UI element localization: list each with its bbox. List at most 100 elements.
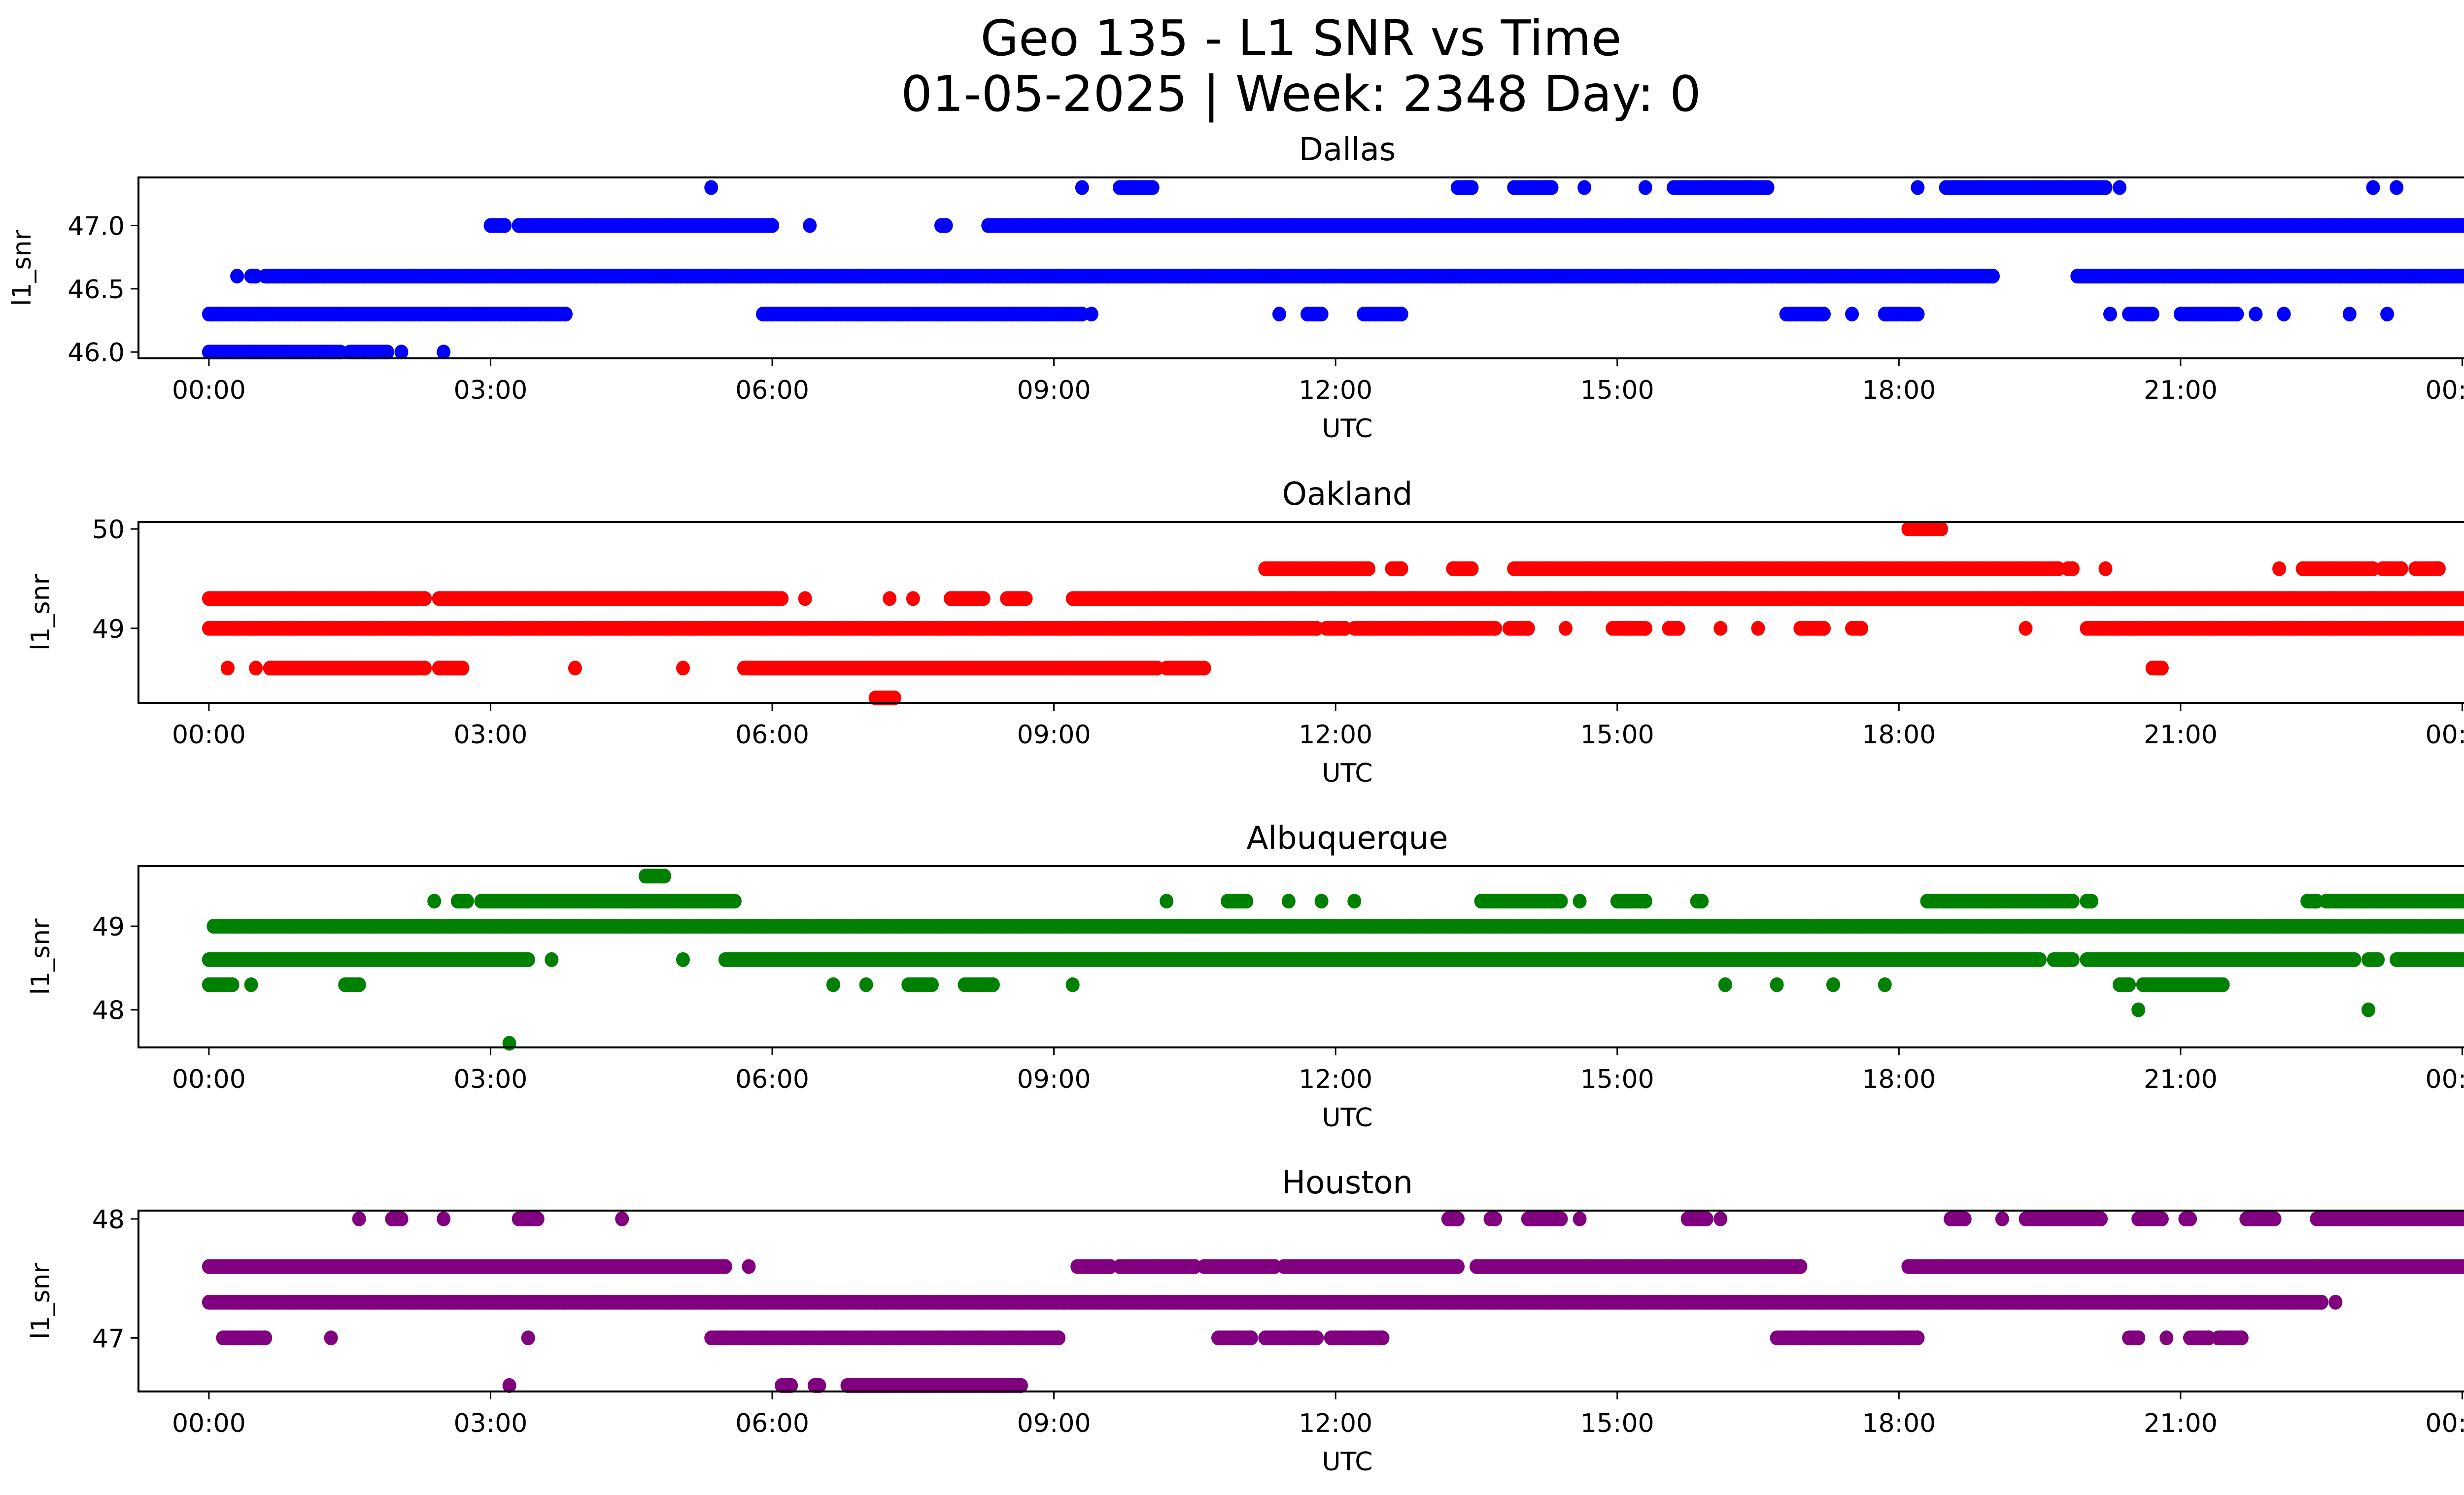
data-point	[2431, 561, 2446, 576]
data-point	[418, 591, 432, 606]
data-point	[1573, 894, 1587, 909]
data-point	[1559, 621, 1573, 636]
data-point	[418, 661, 432, 676]
y-axis-label: l1_snr	[7, 229, 37, 306]
data-point	[1713, 621, 1728, 636]
data-point	[2145, 307, 2159, 322]
data-point	[765, 218, 779, 233]
data-point	[803, 218, 817, 233]
x-tick-label: 00:00	[172, 720, 246, 750]
data-point	[1521, 621, 1535, 636]
data-point	[230, 269, 244, 284]
x-tick-label: 18:00	[1862, 376, 1936, 405]
data-point	[1197, 661, 1211, 676]
data-point	[1845, 307, 1859, 322]
data-point	[2098, 561, 2113, 576]
data-point	[2155, 661, 2169, 676]
data-point	[704, 180, 719, 195]
data-point	[883, 591, 897, 606]
data-point	[1239, 894, 1254, 909]
data-point	[2277, 307, 2291, 322]
x-axis-label: UTC	[1322, 759, 1372, 788]
data-point	[1911, 307, 1925, 322]
x-tick-label: 21:00	[2144, 720, 2218, 750]
scatter-points	[202, 180, 2464, 360]
data-point	[427, 894, 442, 909]
data-point	[2342, 307, 2357, 322]
data-point	[1638, 180, 1652, 195]
x-tick-label: 03:00	[454, 376, 528, 405]
y-tick-label: 46.5	[68, 275, 125, 305]
y-tick-label: 46.0	[68, 338, 125, 368]
data-point	[1638, 894, 1652, 909]
x-tick-label: 00:00	[2426, 720, 2464, 750]
y-tick-label: 50	[92, 515, 125, 545]
data-point	[2065, 561, 2080, 576]
data-point	[1361, 561, 1375, 576]
data-point	[798, 591, 812, 606]
data-point	[657, 869, 671, 884]
x-tick-label: 09:00	[1017, 720, 1091, 750]
data-point	[1019, 591, 1033, 606]
data-point	[2455, 218, 2464, 233]
data-point	[2098, 180, 2113, 195]
data-point	[221, 661, 235, 676]
data-point	[976, 591, 991, 606]
x-tick-label: 21:00	[2144, 376, 2218, 405]
data-point	[1145, 180, 1160, 195]
data-point	[2230, 307, 2244, 322]
data-point	[2113, 180, 2127, 195]
data-point	[1075, 180, 1089, 195]
data-point	[906, 591, 920, 606]
data-point	[1751, 621, 1765, 636]
data-point	[558, 307, 573, 322]
x-axis-label: UTC	[1322, 414, 1372, 444]
data-point	[460, 894, 474, 909]
data-point	[437, 345, 451, 360]
data-point	[775, 591, 789, 606]
y-axis-label: l1_snr	[26, 574, 56, 651]
x-tick-label: 06:00	[735, 720, 809, 750]
data-point	[2390, 180, 2404, 195]
data-point	[498, 218, 512, 233]
data-point	[1084, 307, 1098, 322]
data-point	[1816, 621, 1831, 636]
data-point	[2019, 621, 2033, 636]
panel-title: Albuquerque	[1246, 820, 1448, 857]
x-tick-label: 06:00	[735, 376, 809, 405]
data-point	[249, 661, 263, 676]
data-point	[394, 345, 409, 360]
data-point	[1760, 180, 1775, 195]
x-tick-label: 12:00	[1299, 376, 1372, 405]
x-tick-label: 09:00	[1017, 376, 1091, 405]
data-point	[727, 894, 742, 909]
data-point	[1347, 894, 1362, 909]
data-point	[1671, 621, 1685, 636]
data-point	[1160, 894, 1174, 909]
data-point	[1465, 561, 1479, 576]
data-point	[2249, 307, 2263, 322]
data-point	[1394, 307, 1408, 322]
x-tick-label: 00:00	[172, 376, 246, 405]
data-point	[2103, 307, 2117, 322]
x-tick-label: 00:00	[2426, 376, 2464, 405]
data-point	[1911, 180, 1925, 195]
data-point	[1554, 894, 1568, 909]
data-point	[1638, 621, 1652, 636]
data-point	[2366, 180, 2380, 195]
data-point	[1314, 894, 1329, 909]
data-point	[1854, 621, 1869, 636]
data-point	[1281, 894, 1296, 909]
data-point	[568, 661, 582, 676]
data-point	[1695, 894, 1709, 909]
data-point	[455, 661, 470, 676]
data-point	[1488, 621, 1503, 636]
data-point	[1544, 180, 1559, 195]
data-point	[1985, 269, 2000, 284]
x-tick-label: 12:00	[1299, 720, 1372, 750]
data-point	[2455, 269, 2464, 284]
data-point	[1816, 307, 1831, 322]
